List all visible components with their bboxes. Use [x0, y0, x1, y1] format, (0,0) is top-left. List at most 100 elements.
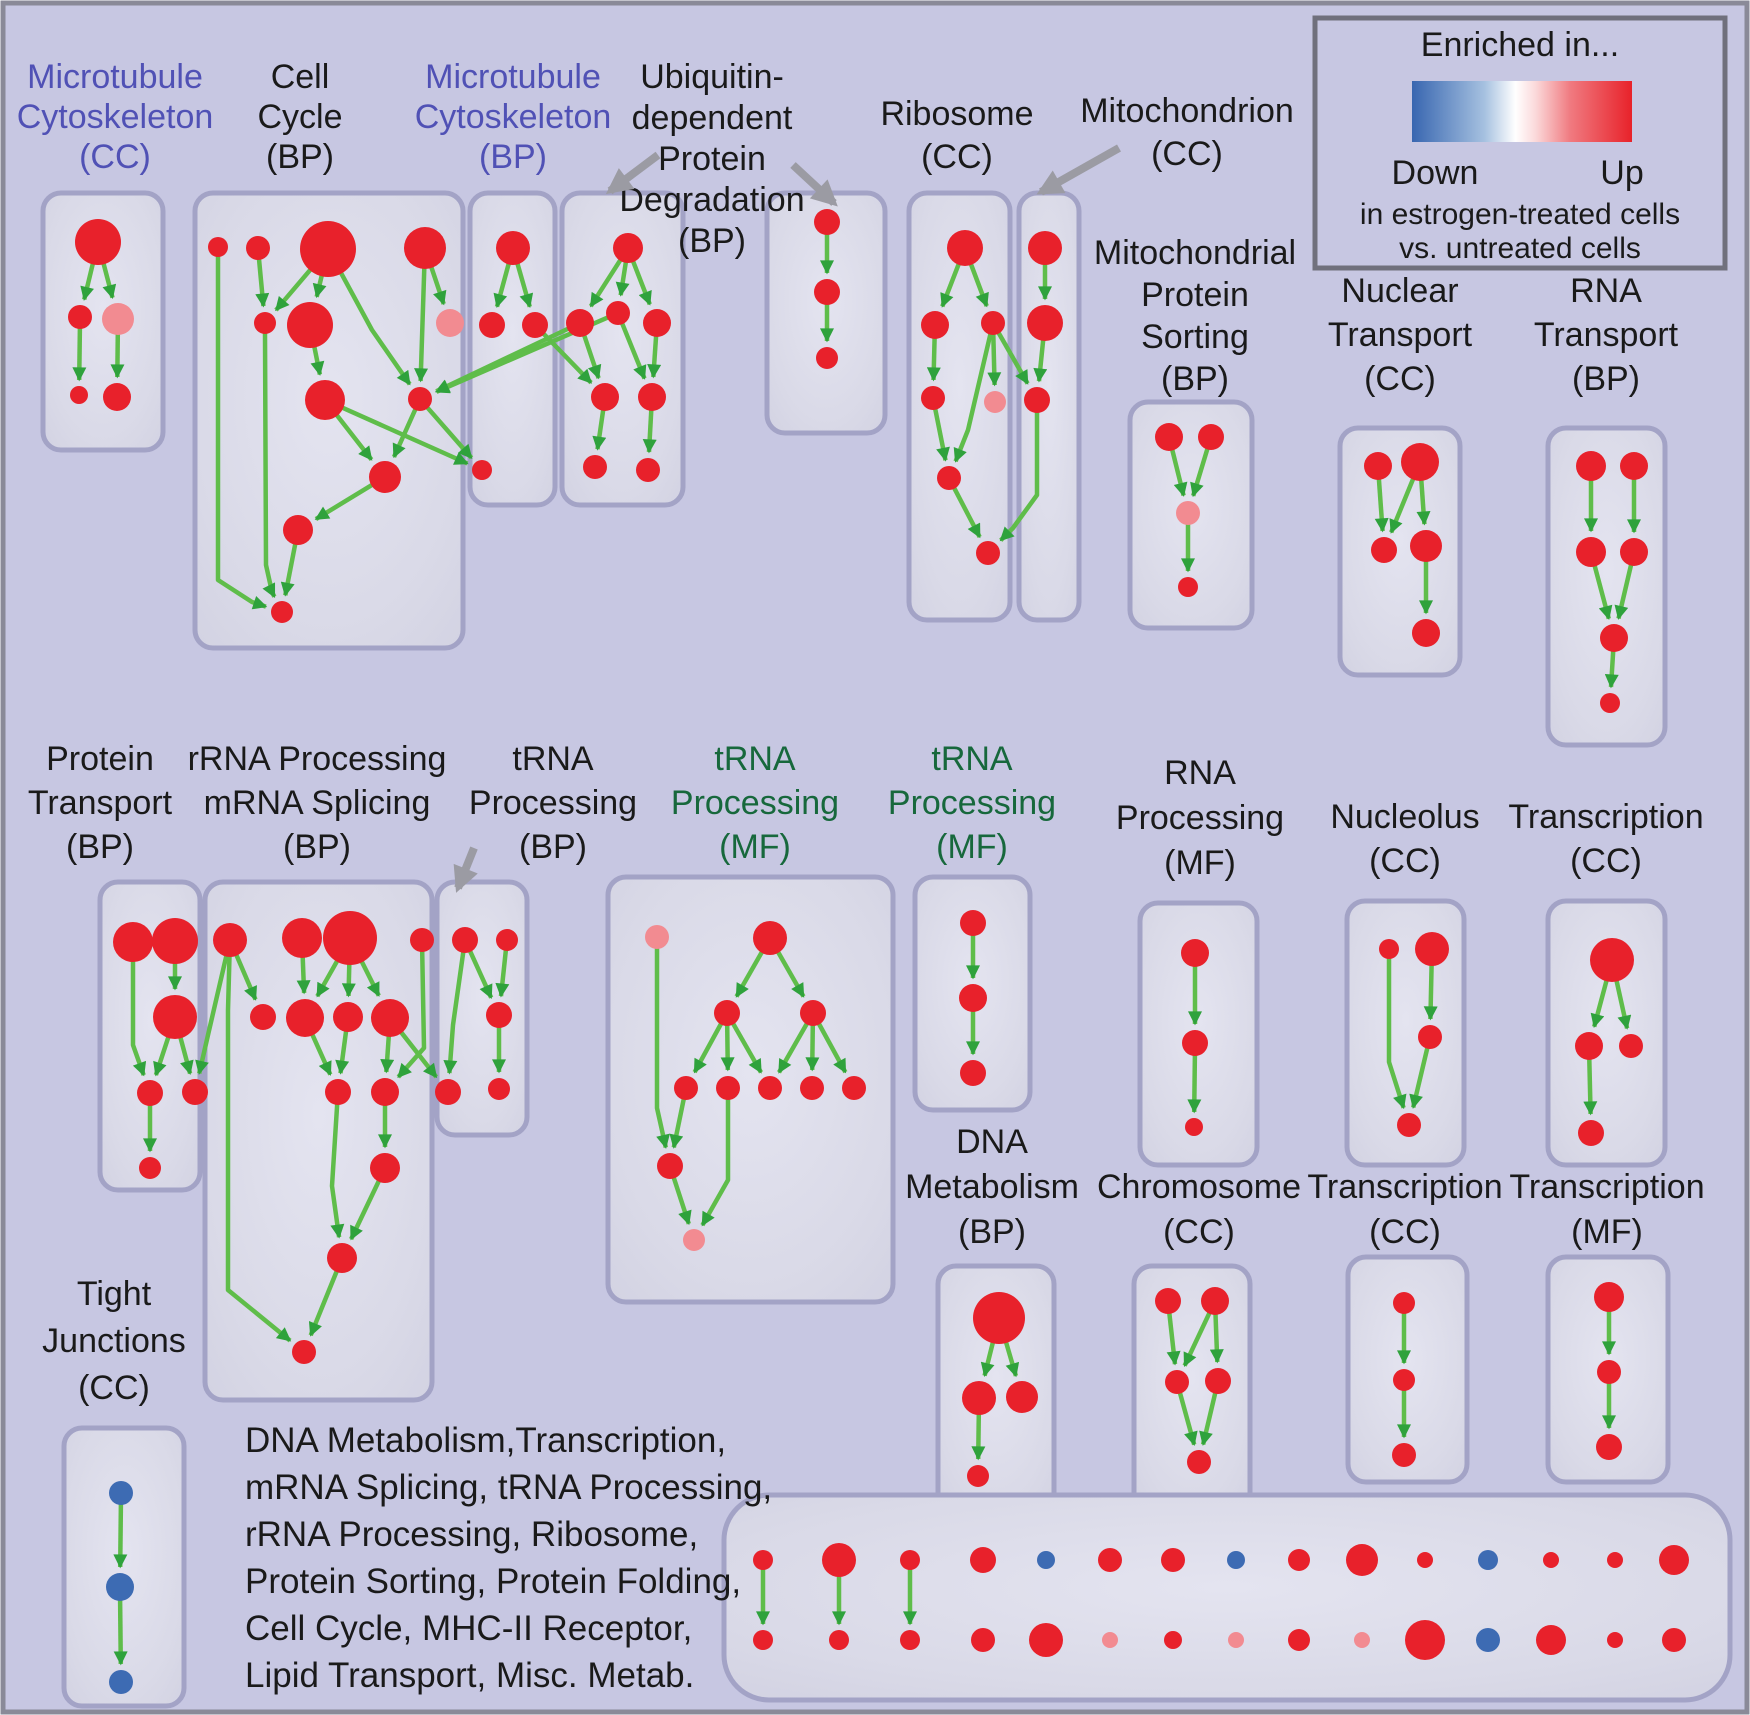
edge-mt3-r7 [999, 412, 1040, 542]
gene-node-g15b [1662, 1628, 1686, 1652]
gene-node-R9 [325, 1079, 351, 1105]
edge-R1-p6 [195, 955, 229, 1075]
gene-node-T1 [452, 927, 478, 953]
cluster-label-rna-transport-line0: RNA [1570, 272, 1642, 310]
gene-node-g12t [1478, 1550, 1498, 1570]
gene-node-x1 [1590, 938, 1634, 982]
cluster-label-trna-bp-line2: (BP) [519, 828, 587, 866]
misc-categories-text-line5: Lipid Transport, Misc. Metab. [245, 1656, 694, 1695]
gene-node-h5 [1187, 1450, 1211, 1474]
gene-node-c9 [408, 387, 432, 411]
gene-node-h4 [1205, 1368, 1231, 1394]
edge-c6-c8 [310, 346, 325, 376]
gene-node-r3 [981, 311, 1005, 335]
cluster-label-protein-transport-line0: Protein [46, 740, 154, 778]
edge-c3-c6 [312, 274, 327, 299]
edge-d1-d3 [1003, 1341, 1020, 1378]
cluster-label-cell-cycle-line1: Cycle [257, 98, 342, 136]
edge-m3-m5 [110, 333, 125, 379]
gene-node-r4 [921, 386, 945, 410]
gene-node-nt5 [1412, 619, 1440, 647]
gene-node-q7 [758, 1076, 782, 1100]
cluster-label-rna-processing-mf-line0: RNA [1164, 754, 1236, 792]
edge-q4-q9 [816, 1022, 848, 1074]
gene-node-mt1 [1028, 231, 1062, 265]
gene-node-h2 [1201, 1287, 1229, 1315]
legend-title: Enriched in... [1421, 26, 1619, 64]
edge-q2-q3 [734, 950, 764, 998]
cluster-label-microtubule-bp-line1: Cytoskeleton [415, 98, 612, 136]
gene-node-b3 [522, 312, 548, 338]
edge-c5-c12 [262, 332, 277, 599]
gene-node-g7b [1164, 1631, 1182, 1649]
misc-categories-text-line4: Cell Cycle, MHC-II Receptor, [245, 1609, 692, 1648]
cluster-label-microtubule-cc-line1: Cytoskeleton [17, 98, 214, 136]
gene-node-g10b [1354, 1632, 1370, 1648]
cluster-box-transcription-cc-mid [1545, 898, 1668, 1168]
misc-categories-text-line1: mRNA Splicing, tRNA Processing, [245, 1468, 772, 1507]
cluster-label-tight-junctions-line1: Junctions [42, 1322, 186, 1360]
cluster-label-ribosome-line0: Ribosome [880, 95, 1033, 133]
cluster-label-trna-mf-large-line0: tRNA [714, 740, 796, 778]
edge-R3-R7 [341, 963, 356, 998]
gene-node-m2 [68, 305, 92, 329]
gene-node-j2 [106, 1573, 134, 1601]
gene-node-mt2 [1027, 305, 1063, 341]
gene-node-rt1 [1576, 451, 1606, 481]
cluster-label-tight-junctions-line0: Tight [77, 1275, 152, 1313]
gene-node-g14t [1607, 1552, 1623, 1568]
edge-R6-R9 [310, 1033, 333, 1076]
label-callout-arrow-mitochondrion [1036, 144, 1121, 196]
gene-node-d3 [1006, 1381, 1038, 1413]
edge-h2-h4 [1209, 1313, 1224, 1364]
gene-node-r2 [921, 311, 949, 339]
edge-s1-s3 [1170, 449, 1188, 497]
cluster-label-nuclear-transport-line2: (CC) [1364, 360, 1436, 398]
edge-p3-p4 [153, 1036, 171, 1077]
gene-node-rt2 [1620, 452, 1648, 480]
edge-u3-u6 [620, 322, 647, 380]
cluster-label-mitochondrion-line0: Mitochondrion [1080, 92, 1294, 130]
gene-node-f2 [1597, 1360, 1621, 1384]
gene-node-g3b [900, 1630, 920, 1650]
cluster-box-microtubule-bp [467, 190, 558, 508]
gene-node-p3 [153, 995, 197, 1039]
gene-node-p2 [152, 918, 198, 964]
edge-R9-R12 [329, 1103, 345, 1239]
gene-node-R3 [323, 911, 377, 965]
cluster-box-nuclear-transport [1337, 425, 1463, 678]
gene-node-g7t [1161, 1548, 1185, 1572]
edge-u6-u8 [642, 409, 657, 454]
edge-T1-T4 [443, 951, 466, 1075]
cluster-box-chromosome [1131, 1263, 1253, 1517]
legend-subline-2: vs. untreated cells [1399, 232, 1641, 265]
gene-node-u3 [606, 301, 630, 325]
gene-node-T4 [435, 1079, 461, 1105]
gene-node-c6 [287, 302, 333, 348]
gene-node-s4 [1178, 577, 1198, 597]
edge-j2-j3 [113, 1599, 128, 1666]
gene-node-mt3 [1024, 387, 1050, 413]
cluster-label-microtubule-bp-line0: Microtubule [425, 58, 601, 96]
cluster-label-cell-cycle-line0: Cell [271, 58, 330, 96]
cluster-label-chromosome-line1: (CC) [1163, 1213, 1235, 1251]
gene-node-x2 [1575, 1032, 1603, 1060]
cluster-label-rna-transport-line1: Transport [1534, 316, 1679, 354]
gene-node-g12b [1476, 1628, 1500, 1652]
edge-q1-q10 [654, 948, 670, 1149]
edge-R12-R13 [308, 1270, 339, 1337]
cluster-label-ubiquitin-line0: Ubiquitin- [640, 58, 784, 96]
gene-node-g9t [1288, 1549, 1310, 1571]
gene-node-w1 [960, 910, 986, 936]
gene-node-c3 [300, 221, 356, 277]
edge-q4-q7 [777, 1022, 809, 1074]
edge-o3-o4 [1409, 1047, 1430, 1109]
gene-node-c11 [283, 515, 313, 545]
cluster-label-microtubule-cc-line0: Microtubule [27, 58, 203, 96]
gene-node-R10 [371, 1078, 399, 1106]
gene-node-v1 [814, 209, 840, 235]
edge-R2-R6 [296, 956, 311, 995]
edge-R1-R13 [225, 955, 292, 1343]
